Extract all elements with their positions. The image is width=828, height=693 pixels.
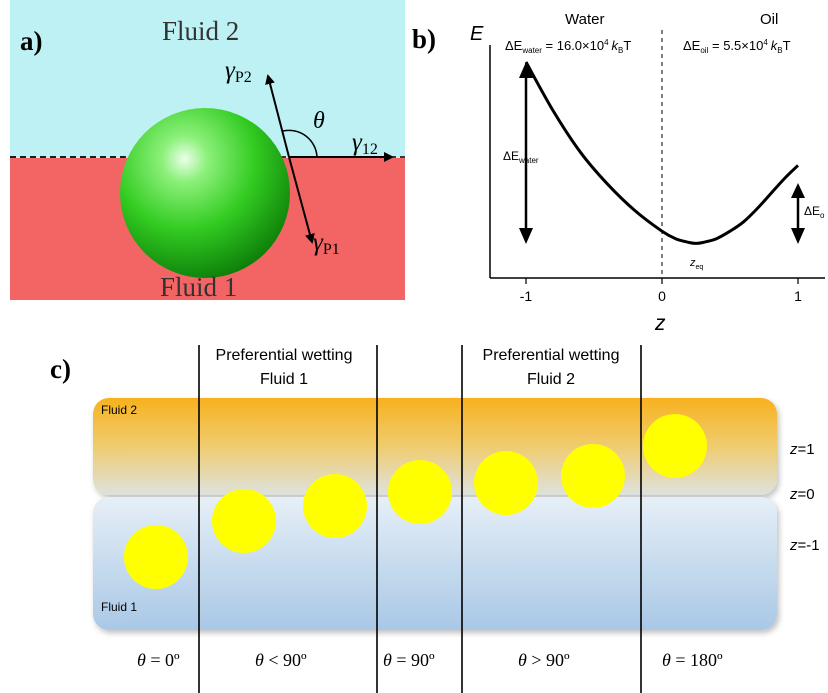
band-fluid-1-label: Fluid 1	[101, 600, 137, 614]
theta-label: θ	[313, 108, 325, 134]
z-label-plus1: z=1	[789, 441, 815, 458]
particle-theta-lt-90-b	[303, 474, 367, 538]
header-left-line-1: Preferential wetting	[216, 347, 353, 364]
energy-water-text: ΔEwater = 16.0×104 kBT	[505, 38, 631, 55]
y-axis-label: E	[470, 23, 484, 45]
header-right-line-2: Fluid 2	[527, 371, 575, 388]
particle-theta-gt-90-a	[474, 451, 538, 515]
gamma-p2-arrow	[265, 74, 290, 158]
particle-theta-90	[388, 460, 452, 524]
delta-e-water-label: ΔEwater	[503, 149, 539, 165]
delta-e-oil-arrow-head-down	[791, 228, 805, 244]
angle-theta-90: θ = 90º	[383, 650, 435, 670]
particle-theta-lt-90-a	[212, 489, 276, 553]
angle-theta-lt-90: θ < 90º	[255, 650, 307, 670]
fluid-2-label: Fluid 2	[162, 16, 239, 46]
region-oil-label: Oil	[760, 11, 778, 28]
x-axis-label: z	[654, 312, 666, 335]
theta-arc	[282, 129, 318, 158]
panel-c: c) Preferential wetting Fluid 1 Preferen…	[50, 345, 820, 693]
panel-b-label: b)	[412, 24, 436, 54]
panel-c-label: c)	[50, 354, 71, 384]
particle-theta-gt-90-b	[561, 444, 625, 508]
particle-theta-180	[643, 414, 707, 478]
header-right-line-1: Preferential wetting	[483, 347, 620, 364]
gamma-p1-arrow	[288, 156, 315, 244]
region-water-label: Water	[565, 11, 604, 28]
angle-theta-0: θ = 0º	[137, 650, 180, 670]
band-fluid-2-label: Fluid 2	[101, 403, 137, 417]
energy-oil-text: ΔEoil = 5.5×104 kBT	[683, 38, 791, 55]
angle-theta-gt-90: θ > 90º	[518, 650, 570, 670]
panel-a-label: a)	[20, 26, 43, 56]
tick-label-1: 1	[794, 288, 802, 304]
delta-e-oil-label: ΔEo	[804, 204, 825, 220]
fluid-1-label: Fluid 1	[160, 272, 237, 302]
header-left-line-2: Fluid 1	[260, 371, 308, 388]
delta-e-oil-arrow-head-up	[791, 183, 805, 198]
delta-e-water-arrow-head-up	[519, 62, 533, 78]
angle-theta-180: θ = 180º	[662, 650, 723, 670]
delta-e-water-arrow-head-down	[519, 228, 533, 244]
z-label-0: z=0	[789, 486, 815, 503]
tick-label-0: 0	[658, 288, 666, 304]
tick-label-neg1: -1	[520, 288, 533, 304]
panel-a: a) Fluid 2 Fluid 1 γP2 γP1 γ12 θ	[10, 0, 405, 302]
gamma-12-label: γ12	[352, 129, 378, 158]
gamma-p1-label: γP1	[313, 229, 340, 258]
gamma-p2-label: γP2	[225, 57, 252, 86]
particle-theta-0	[124, 525, 188, 589]
panel-b: b) E Water Oil ΔEwater = 16.0×104 kBT ΔEo…	[412, 11, 825, 335]
z-label-minus1: z=-1	[789, 537, 820, 554]
energy-curve	[524, 61, 800, 245]
particle-sphere	[120, 108, 290, 278]
z-eq-label: zeq	[689, 257, 703, 271]
